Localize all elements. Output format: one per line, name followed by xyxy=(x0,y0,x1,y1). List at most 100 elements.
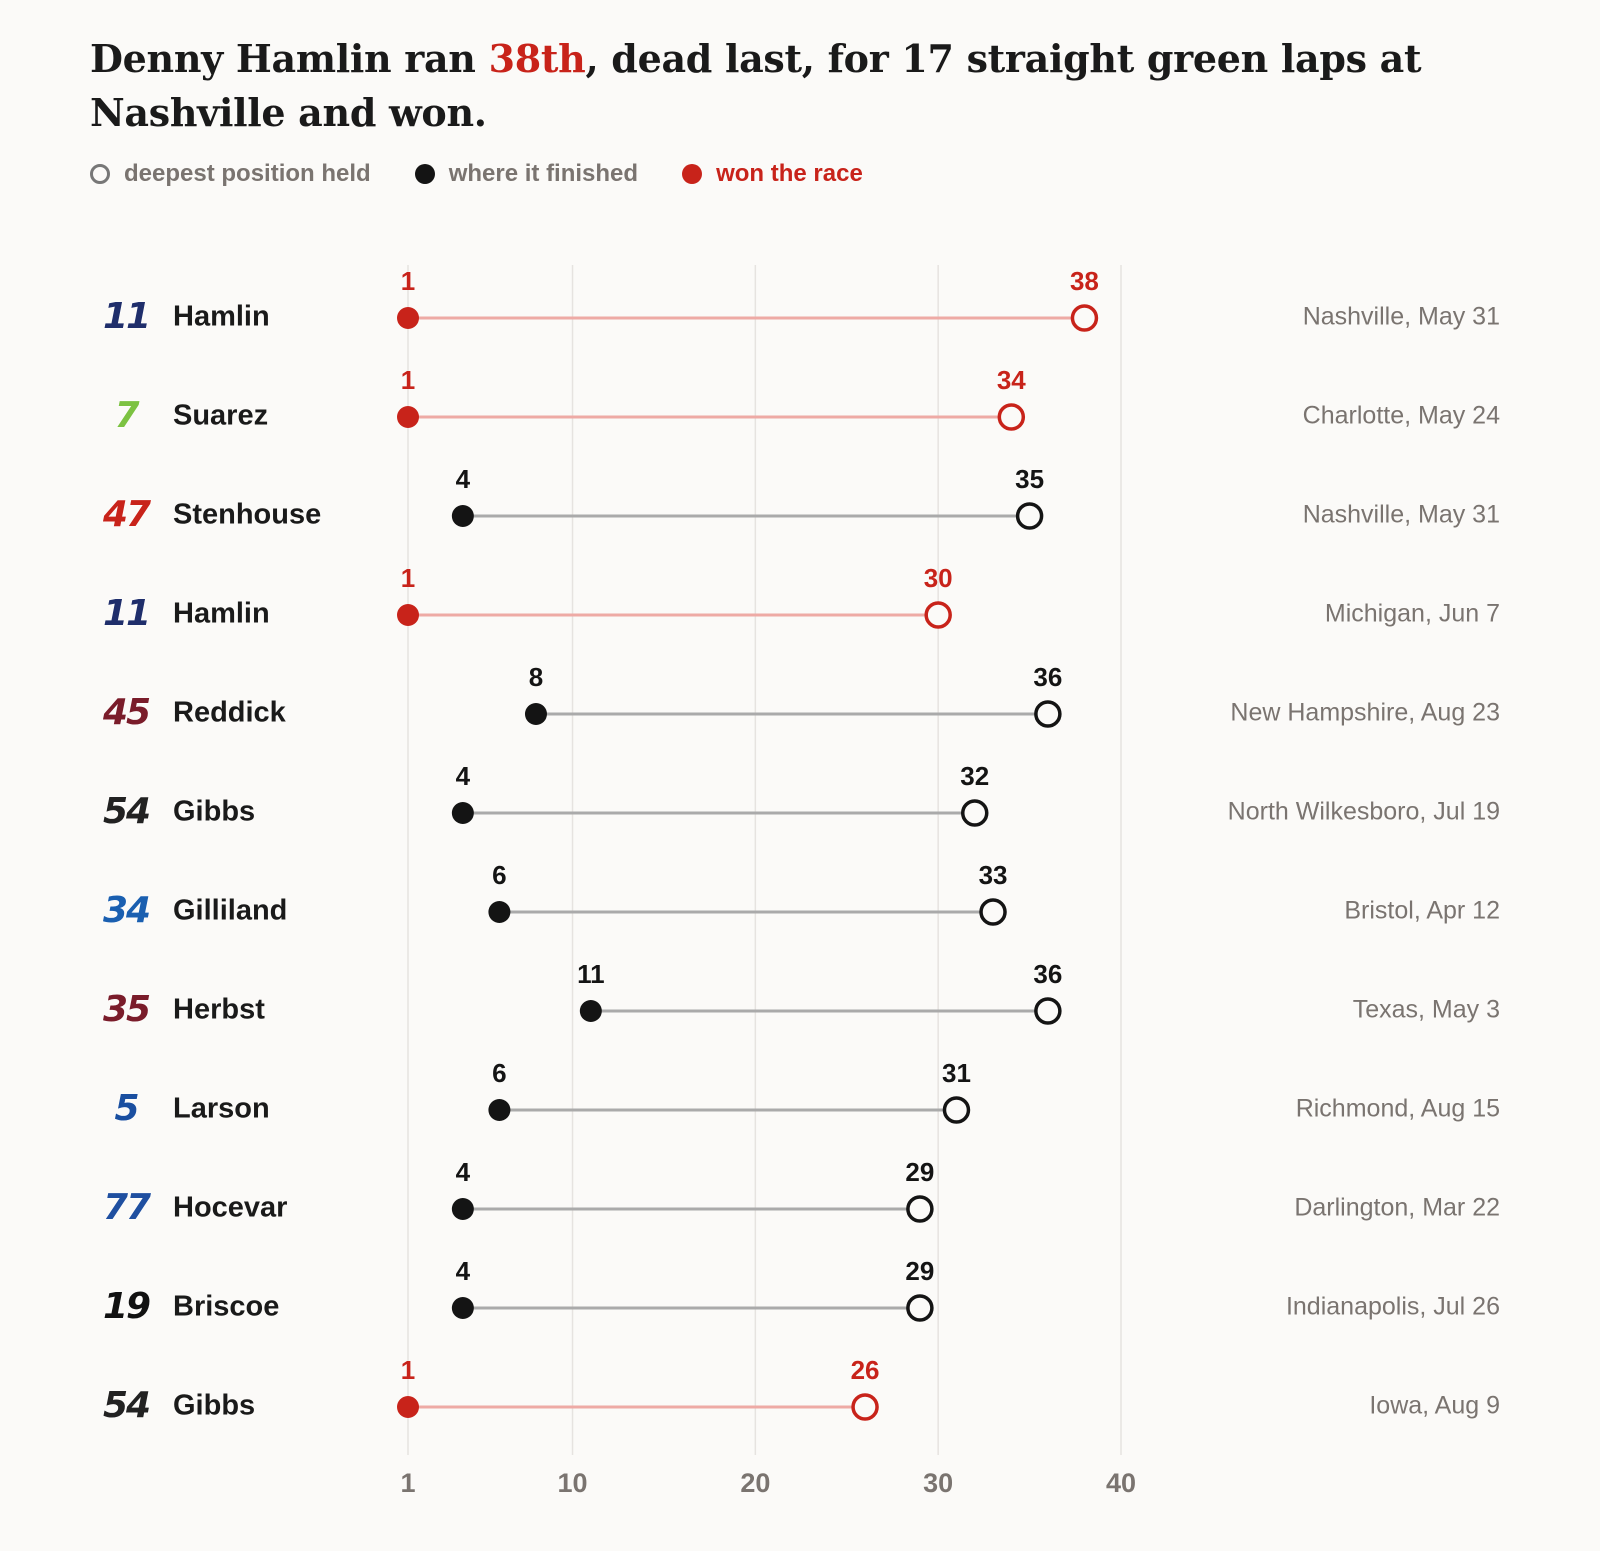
car-number: 45 xyxy=(102,692,150,733)
finish-dot xyxy=(397,307,419,329)
finish-label: 1 xyxy=(401,365,415,395)
deepest-dot xyxy=(1034,700,1062,728)
finish-label: 8 xyxy=(529,662,543,692)
race-label: Bristol, Apr 12 xyxy=(1344,897,1500,925)
finish-dot xyxy=(579,1000,602,1022)
driver-name: Hamlin xyxy=(173,598,270,630)
finish-dot xyxy=(451,1297,474,1319)
deepest-dot xyxy=(906,1294,934,1322)
race-label: Charlotte, May 24 xyxy=(1303,402,1500,430)
finish-dot xyxy=(451,505,474,527)
driver-name: Suarez xyxy=(173,400,268,432)
driver-name: Stenhouse xyxy=(173,499,321,531)
car-number: 54 xyxy=(103,1385,149,1426)
finish-label: 4 xyxy=(456,1256,471,1286)
driver-name: Herbst xyxy=(173,994,265,1026)
filled-circle-icon xyxy=(414,164,435,184)
car-number: 77 xyxy=(103,1187,151,1228)
race-label: New Hampshire, Aug 23 xyxy=(1230,699,1500,727)
finish-dot xyxy=(451,1198,474,1220)
race-label: Indianapolis, Jul 26 xyxy=(1286,1293,1500,1321)
finish-dot xyxy=(451,802,474,824)
finish-label: 1 xyxy=(401,1355,415,1385)
legend-item-finished: where it finished xyxy=(414,160,639,188)
legend-label-won: won the race xyxy=(716,160,863,187)
deepest-dot xyxy=(906,1195,934,1223)
deepest-dot xyxy=(1070,304,1099,332)
finish-dot xyxy=(397,406,419,428)
legend-item-won: won the race xyxy=(682,160,863,188)
finish-dot xyxy=(524,703,547,725)
car-number: 7 xyxy=(114,395,139,436)
race-label: Richmond, Aug 15 xyxy=(1296,1095,1500,1123)
legend-label-deepest: deepest position held xyxy=(124,160,371,187)
open-circle-icon xyxy=(90,164,110,184)
finish-label: 4 xyxy=(456,1157,471,1187)
car-number: 34 xyxy=(103,890,149,931)
deepest-dot xyxy=(960,799,989,827)
deepest-label: 29 xyxy=(905,1157,934,1187)
title-highlight: 38th xyxy=(488,36,586,81)
deepest-label: 35 xyxy=(1015,464,1044,494)
finish-label: 1 xyxy=(401,266,415,296)
driver-name: Gibbs xyxy=(173,1390,255,1422)
deepest-dot xyxy=(979,898,1007,926)
race-label: Nashville, May 31 xyxy=(1303,303,1500,331)
red-circle-icon xyxy=(682,164,703,184)
deepest-dot xyxy=(997,403,1026,431)
deepest-dot xyxy=(924,601,952,629)
chart-title: Denny Hamlin ran 38th, dead last, for 17… xyxy=(90,32,1530,140)
finish-label: 1 xyxy=(401,563,415,593)
legend-label-finished: where it finished xyxy=(448,160,639,187)
deepest-dot xyxy=(851,1393,879,1421)
race-label: Darlington, Mar 22 xyxy=(1294,1194,1500,1222)
car-number: 5 xyxy=(114,1088,138,1129)
car-number: 35 xyxy=(103,989,150,1030)
race-label: Iowa, Aug 9 xyxy=(1369,1392,1500,1420)
deepest-dot xyxy=(1034,997,1062,1025)
race-label: North Wilkesboro, Jul 19 xyxy=(1228,798,1500,826)
deepest-label: 32 xyxy=(960,761,989,791)
driver-name: Gibbs xyxy=(173,796,255,828)
deepest-dot xyxy=(942,1096,971,1124)
finish-dot xyxy=(397,604,419,626)
driver-name: Hamlin xyxy=(173,301,270,333)
deepest-label: 36 xyxy=(1033,662,1062,692)
legend-item-deepest: deepest position held xyxy=(90,160,371,188)
finish-dot xyxy=(488,1099,511,1121)
deepest-label: 38 xyxy=(1070,266,1099,296)
race-label: Nashville, May 31 xyxy=(1303,501,1500,529)
deepest-dot xyxy=(1015,502,1044,530)
car-number: 19 xyxy=(103,1286,150,1327)
car-number: 54 xyxy=(103,791,149,832)
driver-name: Reddick xyxy=(173,697,287,729)
x-tick-label: 20 xyxy=(740,1468,770,1498)
finish-dot xyxy=(397,1396,419,1418)
finish-dot xyxy=(488,901,511,923)
finish-label: 6 xyxy=(492,860,506,890)
deepest-label: 34 xyxy=(997,365,1026,395)
driver-name: Briscoe xyxy=(173,1291,279,1323)
finish-label: 11 xyxy=(577,959,605,989)
deepest-label: 33 xyxy=(979,860,1008,890)
deepest-label: 30 xyxy=(924,563,953,593)
finish-label: 4 xyxy=(456,464,471,494)
driver-name: Hocevar xyxy=(173,1192,287,1224)
deepest-label: 36 xyxy=(1033,959,1062,989)
car-number: 11 xyxy=(103,296,149,337)
x-tick-label: 30 xyxy=(923,1468,953,1498)
race-label: Texas, May 3 xyxy=(1353,996,1500,1024)
race-label: Michigan, Jun 7 xyxy=(1325,600,1500,628)
title-after: , dead last, for 17 straight green laps … xyxy=(90,36,1422,135)
deepest-label: 26 xyxy=(851,1355,880,1385)
x-tick-label: 10 xyxy=(558,1468,588,1498)
car-number: 11 xyxy=(103,593,149,634)
legend: deepest position held where it finished … xyxy=(90,160,907,188)
deepest-label: 31 xyxy=(942,1058,971,1088)
finish-label: 6 xyxy=(492,1058,506,1088)
x-tick-label: 1 xyxy=(400,1468,415,1498)
deepest-label: 29 xyxy=(905,1256,934,1286)
x-tick-label: 40 xyxy=(1106,1468,1136,1498)
title-before: Denny Hamlin ran xyxy=(90,36,489,81)
